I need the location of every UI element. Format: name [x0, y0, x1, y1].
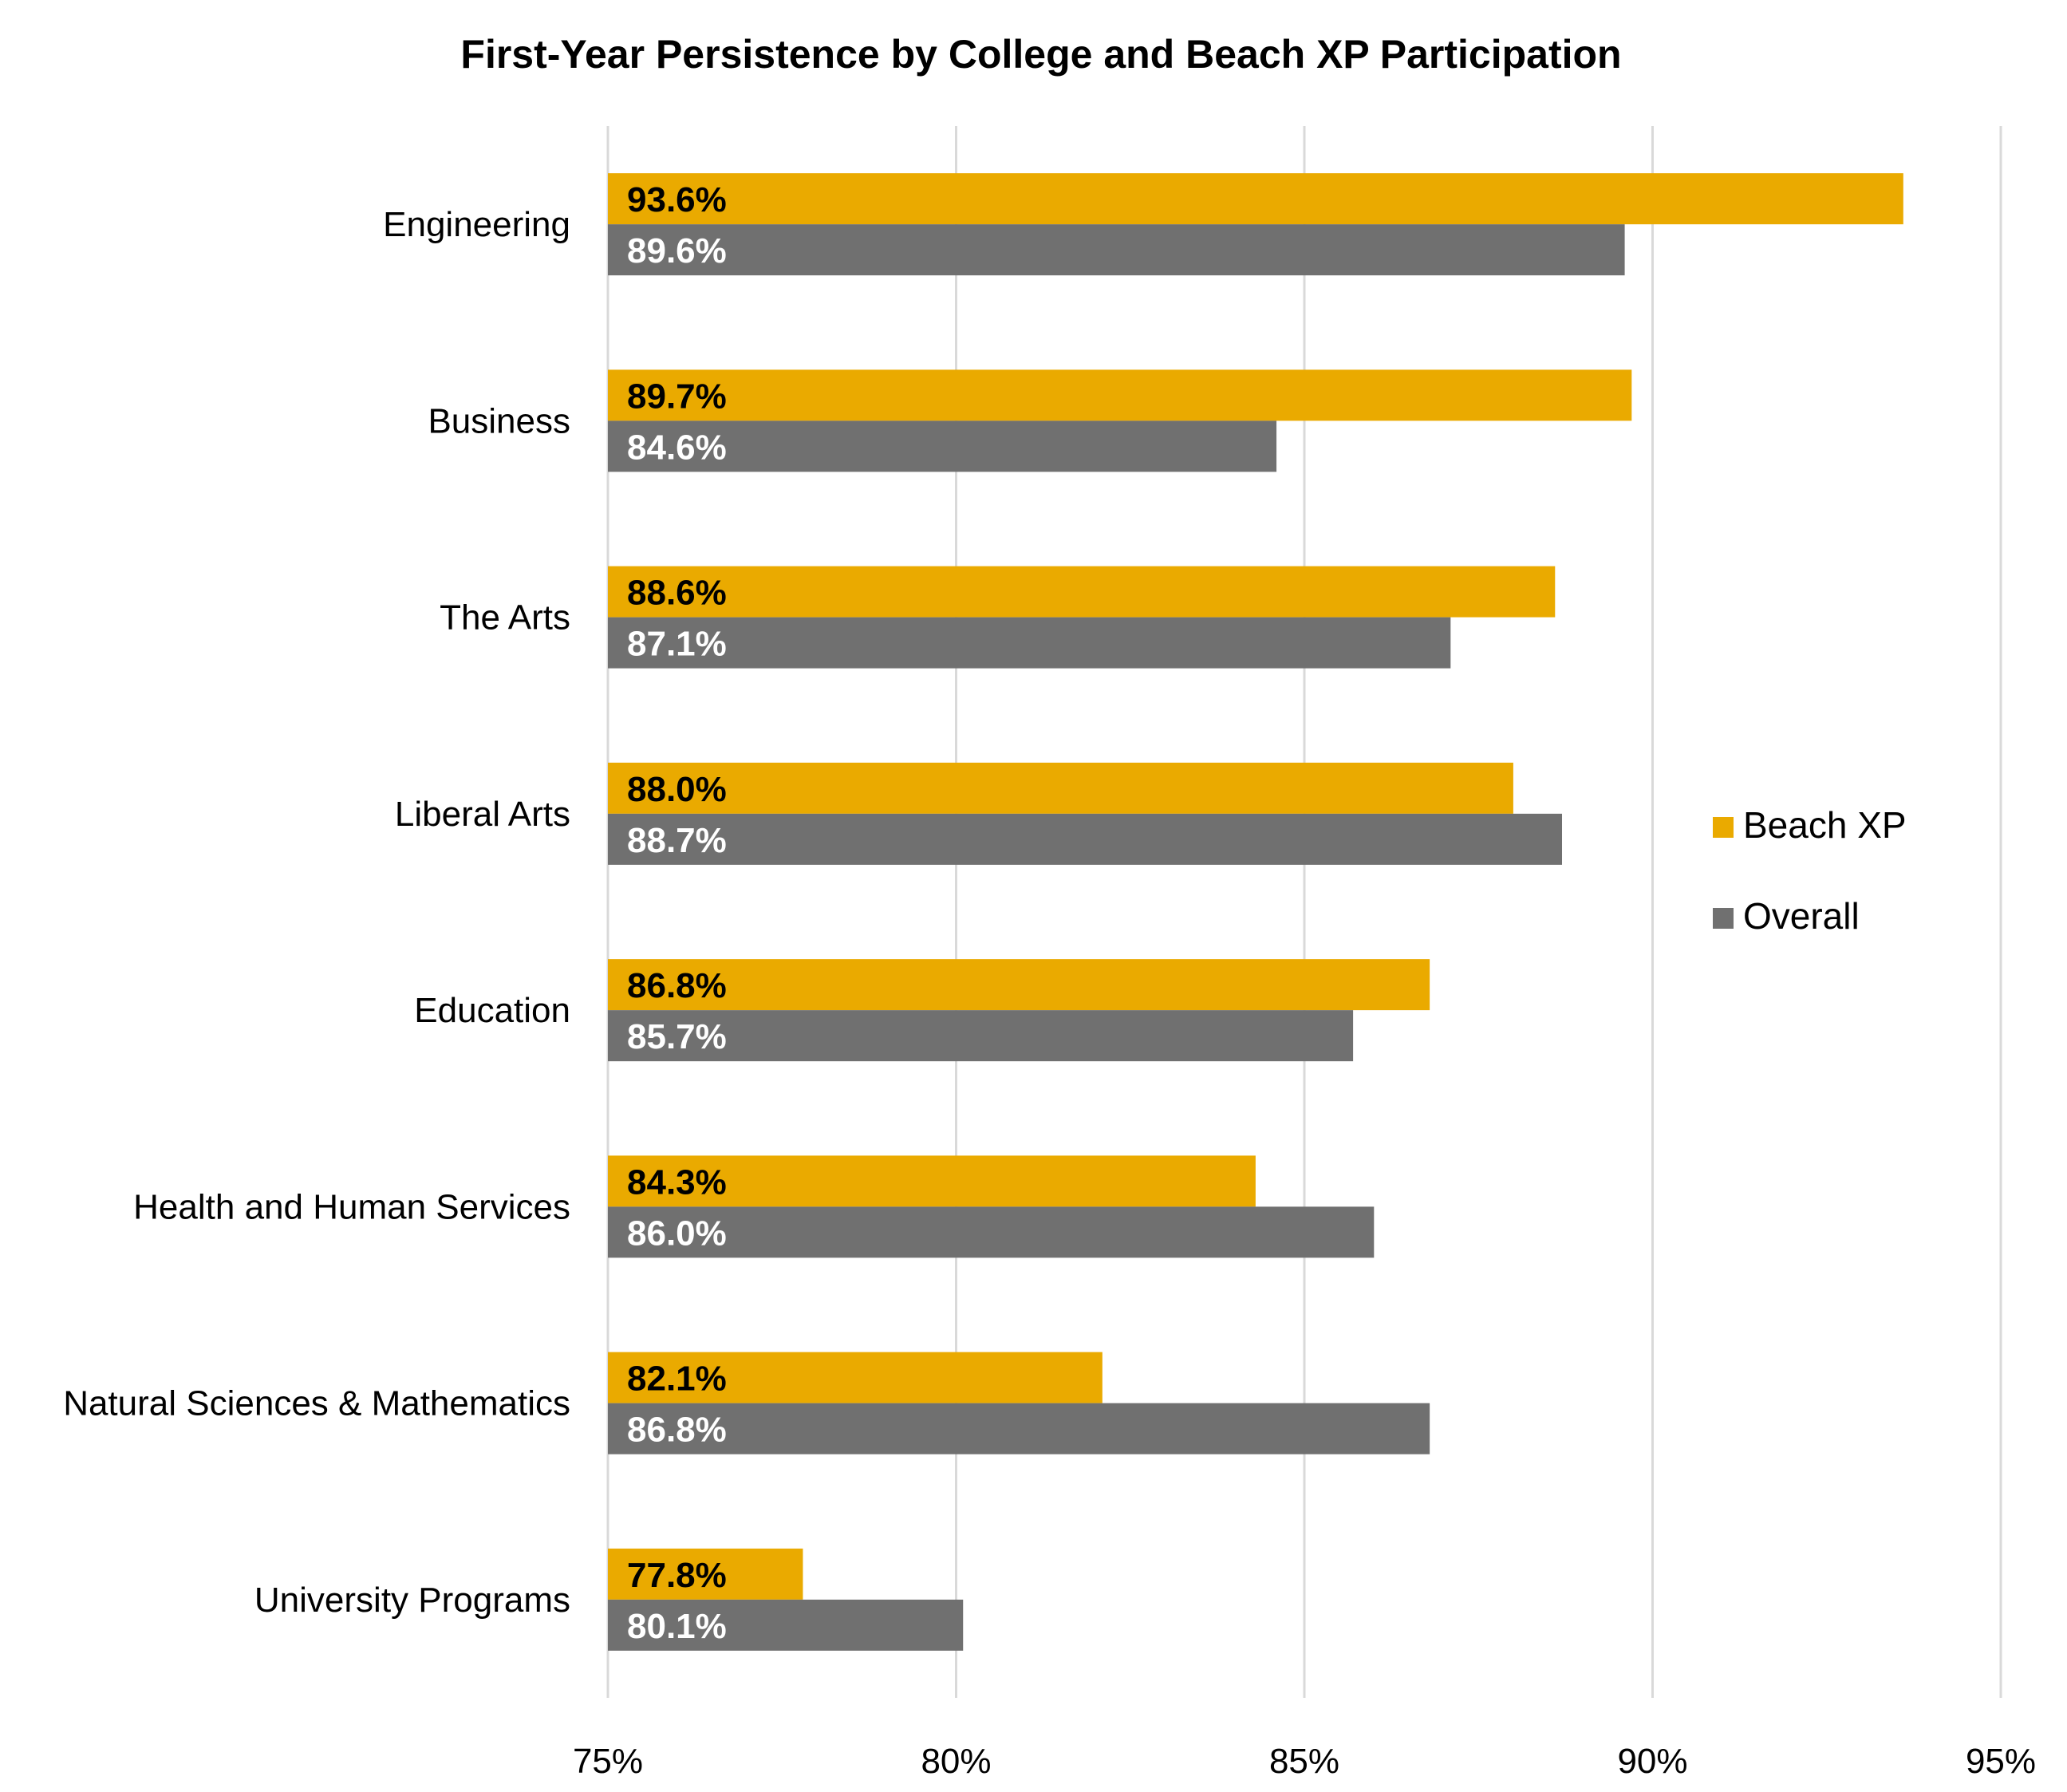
- x-tick-label-85: 85%: [1269, 1742, 1339, 1781]
- category-label-business: Business: [428, 401, 570, 440]
- bar-beach-xp-the-arts: [608, 566, 1556, 618]
- category-labels: Engineering Business The Arts Liberal Arts E…: [63, 205, 570, 1620]
- category-label-liberal-arts: Liberal Arts: [395, 795, 570, 834]
- bar-overall-the-arts: [608, 617, 1451, 669]
- category-label-health-and-human-services: Health and Human Services: [133, 1187, 570, 1226]
- category-label-engineering: Engineering: [383, 205, 570, 244]
- bar-beach-xp-health-and-human-services: [608, 1155, 1256, 1207]
- legend-swatch-overall: [1713, 908, 1734, 929]
- x-tick-label-75: 75%: [573, 1742, 643, 1781]
- bar-beach-xp-liberal-arts: [608, 762, 1513, 814]
- chart-title: First-Year Persistence by College and Be…: [460, 32, 1621, 77]
- bar-beach-xp-engineering: [608, 173, 1903, 225]
- legend-label-beach-xp: Beach XP: [1743, 804, 1907, 846]
- bar-overall-engineering: [608, 224, 1625, 276]
- category-label-the-arts: The Arts: [440, 598, 570, 637]
- legend-label-overall: Overall: [1743, 895, 1860, 937]
- x-tick-label-80: 80%: [921, 1742, 991, 1781]
- x-tick-label-95: 95%: [1966, 1742, 2036, 1781]
- data-label-beach-xp-business: 89.7%: [627, 377, 727, 416]
- data-label-beach-xp-liberal-arts: 88.0%: [627, 770, 727, 809]
- data-label-overall-liberal-arts: 88.7%: [627, 821, 727, 860]
- data-label-overall-education: 85.7%: [627, 1017, 727, 1056]
- data-labels: 93.6% 89.6% 89.7% 84.6% 88.6% 87.1% 88.0% 88.7%…: [627, 180, 727, 1646]
- data-label-overall-the-arts: 87.1%: [627, 625, 727, 664]
- bar-overall-liberal-arts: [608, 813, 1563, 865]
- data-label-overall-business: 84.6%: [627, 428, 727, 467]
- data-label-beach-xp-health-and-human-services: 84.3%: [627, 1162, 727, 1202]
- bars: [608, 173, 1903, 1651]
- data-label-beach-xp-the-arts: 88.6%: [627, 574, 727, 613]
- data-label-overall-engineering: 89.6%: [627, 231, 727, 270]
- x-tick-label-90: 90%: [1617, 1742, 1687, 1781]
- data-label-beach-xp-engineering: 93.6%: [627, 180, 727, 219]
- data-label-overall-natural-sciences-and-mathematics: 86.8%: [627, 1411, 727, 1450]
- data-label-beach-xp-university-programs: 77.8%: [627, 1556, 727, 1595]
- bar-beach-xp-education: [608, 959, 1430, 1011]
- bar-overall-university-programs: [608, 1599, 964, 1651]
- data-label-beach-xp-natural-sciences-and-mathematics: 82.1%: [627, 1360, 727, 1399]
- bar-beach-xp-natural-sciences-and-mathematics: [608, 1352, 1103, 1403]
- bar-overall-education: [608, 1010, 1354, 1062]
- legend-swatch-beach-xp: [1713, 817, 1734, 838]
- data-label-overall-university-programs: 80.1%: [627, 1607, 727, 1646]
- bar-beach-xp-university-programs: [608, 1548, 803, 1600]
- bar-overall-natural-sciences-and-mathematics: [608, 1403, 1430, 1455]
- category-label-natural-sciences-and-mathematics: Natural Sciences & Mathematics: [63, 1384, 570, 1423]
- data-label-overall-health-and-human-services: 86.0%: [627, 1214, 727, 1253]
- category-label-university-programs: University Programs: [254, 1581, 570, 1620]
- data-label-beach-xp-education: 86.8%: [627, 966, 727, 1005]
- bar-overall-health-and-human-services: [608, 1206, 1375, 1258]
- category-label-education: Education: [414, 991, 570, 1030]
- legend: Beach XP Overall: [1713, 804, 1907, 937]
- bar-overall-business: [608, 420, 1277, 472]
- x-axis-tick-labels: 75% 80% 85% 90% 95%: [573, 1742, 2036, 1781]
- bar-beach-xp-business: [608, 369, 1632, 421]
